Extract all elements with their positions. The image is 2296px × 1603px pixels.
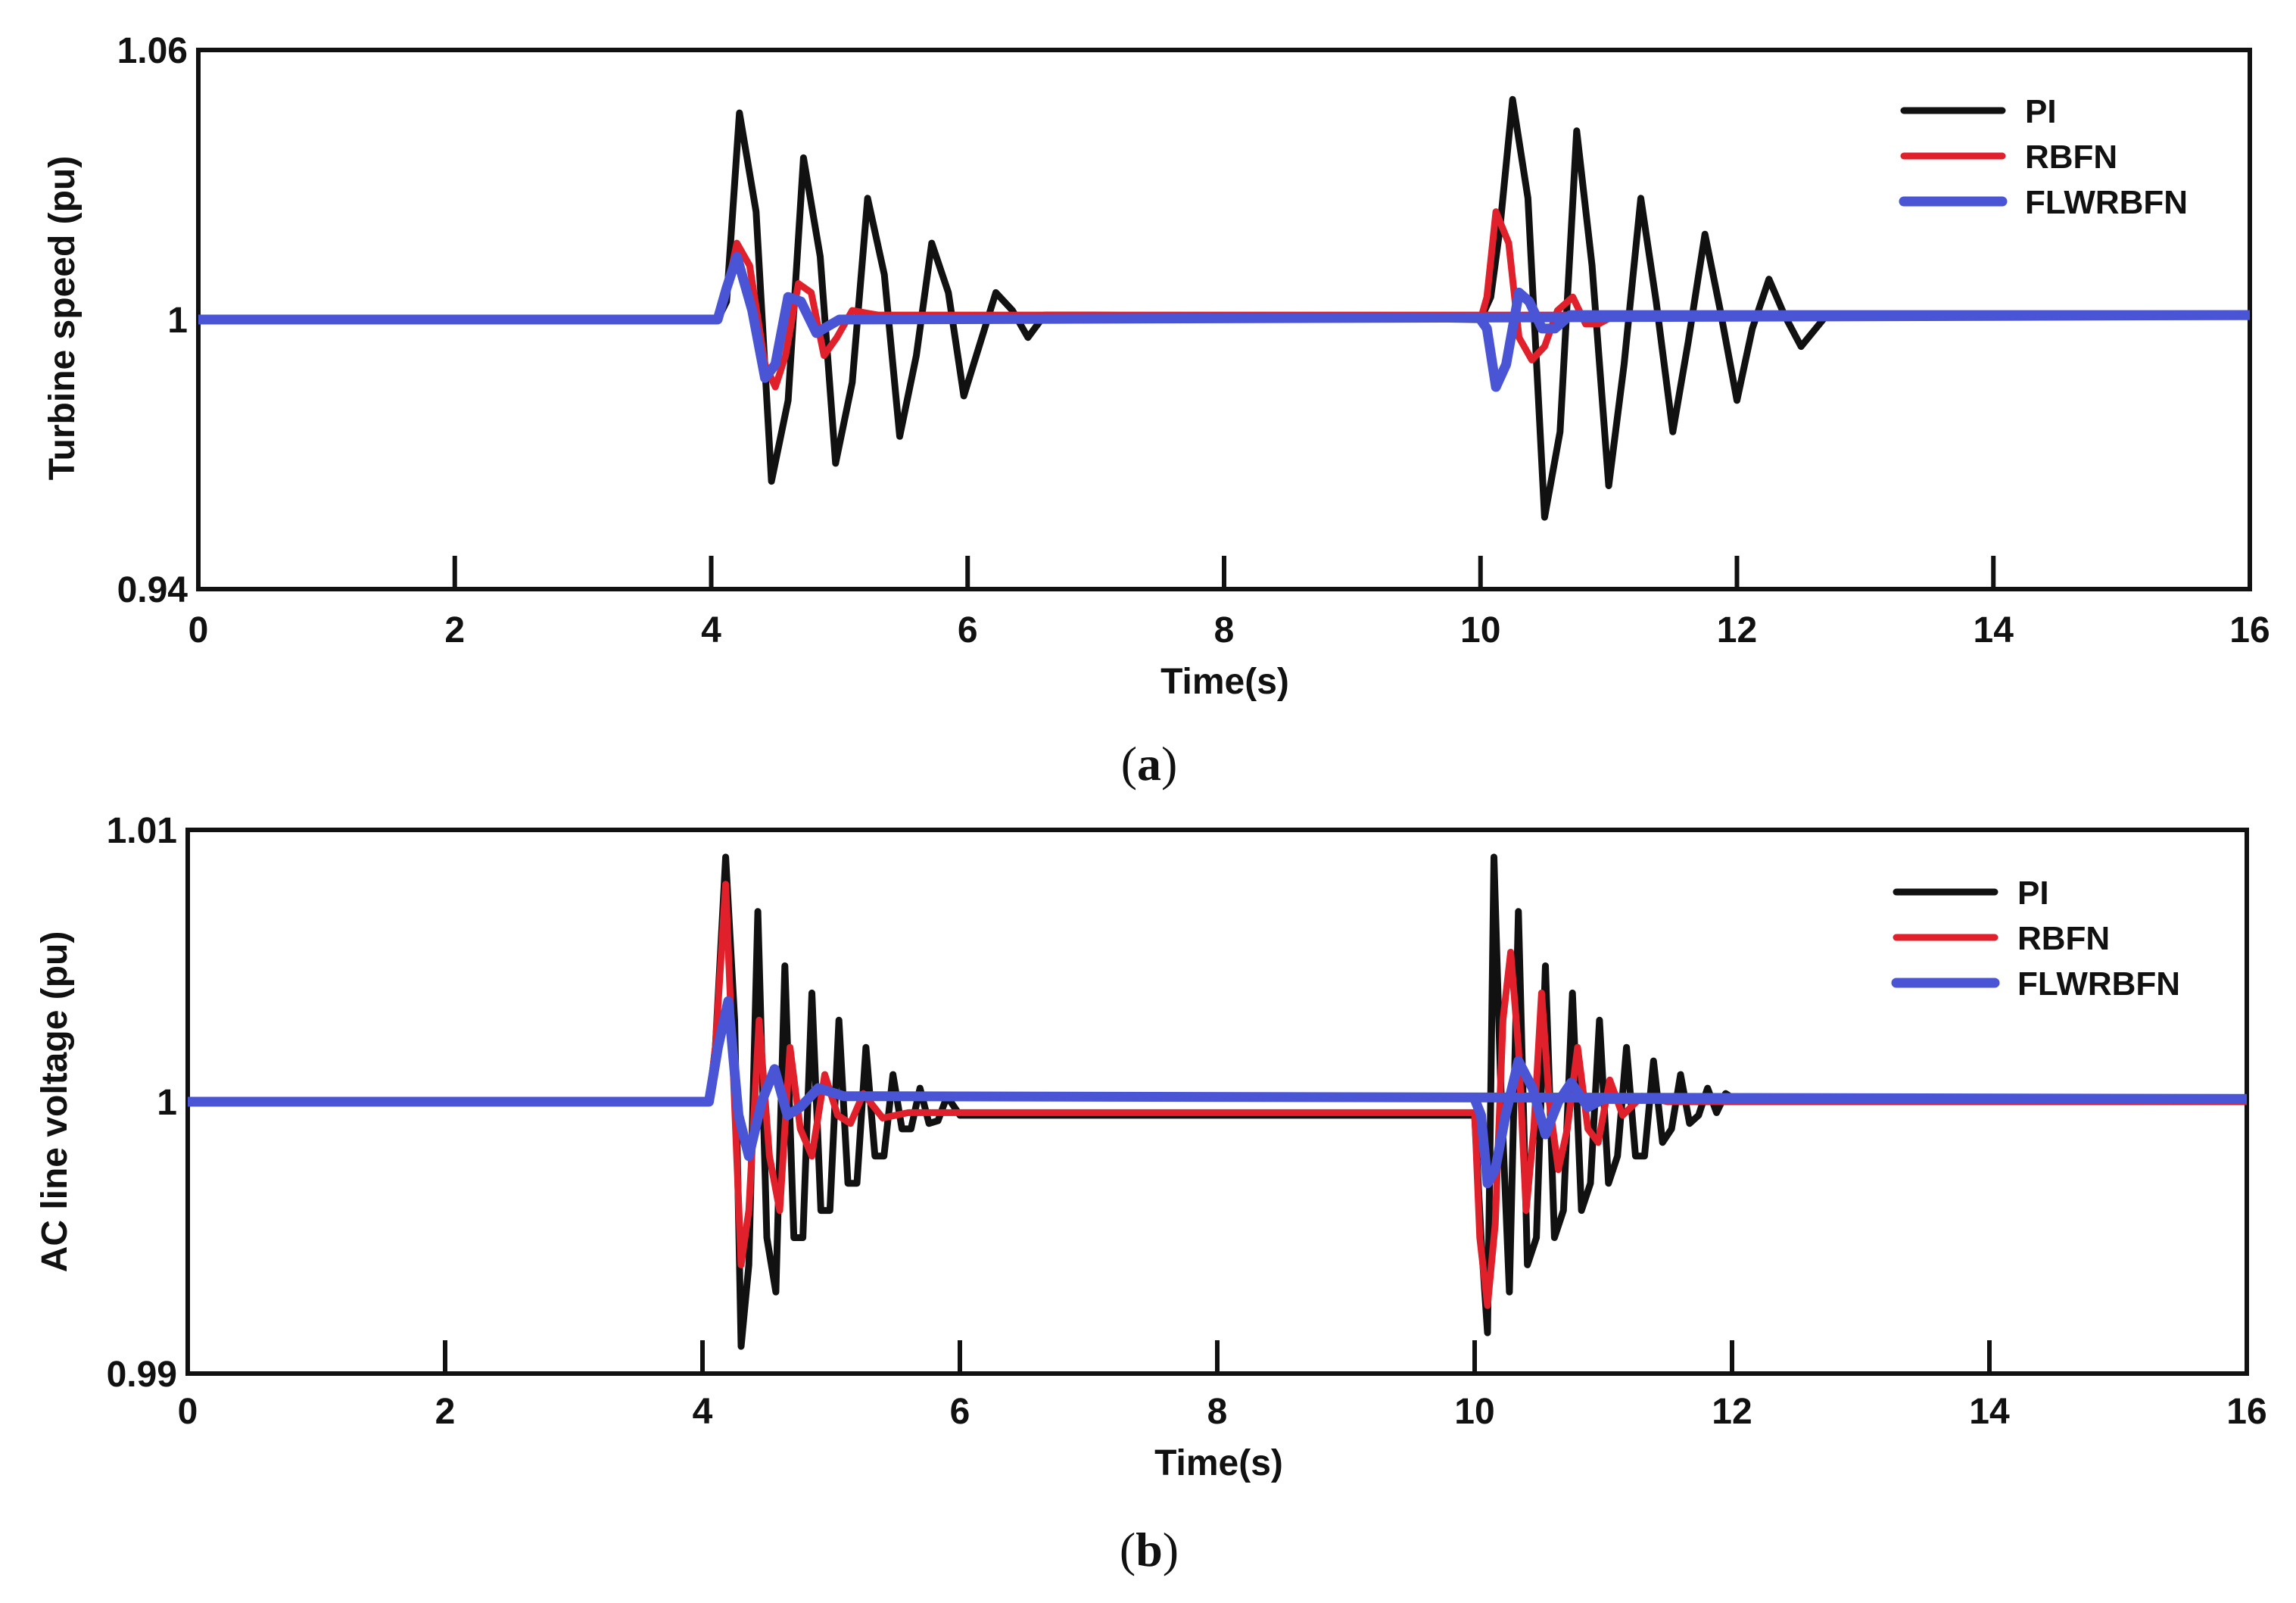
y-tick-label: 1 (157, 1083, 177, 1123)
legend-label-pi: PI (2025, 93, 2057, 130)
legend-label-rbfn: RBFN (2025, 139, 2117, 176)
x-tick-label: 4 (693, 1392, 713, 1432)
y-tick-label: 1.01 (107, 811, 177, 851)
legend: PI RBFN FLWRBFN (1891, 875, 2180, 1003)
x-axis-title: Time(s) (1160, 662, 1289, 702)
panel-label: (a) (1121, 737, 1178, 791)
panel-label: (b) (1120, 1523, 1179, 1576)
x-axis-title: Time(s) (1154, 1443, 1283, 1483)
x-tick-label: 0 (178, 1392, 198, 1432)
x-ticks: 0 2 4 6 8 10 12 14 16 0.94 1 1.06 (117, 31, 2270, 650)
series-line-flwrbfn (1469, 1056, 2247, 1189)
x-tick-label: 4 (701, 610, 721, 650)
chart-turbine-speed: 0 2 4 6 8 10 12 14 16 0.94 1 1.06 PI RBFN FLWRBFN Tur… (42, 31, 2270, 791)
series-line-pi (198, 95, 2250, 521)
x-tick-label: 2 (435, 1392, 456, 1432)
y-tick-label: 1 (167, 301, 188, 341)
x-tick-label: 16 (2229, 610, 2270, 650)
y-tick-label: 0.99 (107, 1355, 177, 1395)
y-tick-label: 1.06 (117, 31, 188, 71)
y-axis-title: AC line voltage (pu) (35, 931, 75, 1273)
x-tick-label: 12 (1717, 610, 1757, 650)
x-tick-label: 14 (1974, 610, 2014, 650)
series-line-flwrbfn (198, 251, 2250, 383)
x-tick-label: 0 (188, 610, 209, 650)
y-axis-title: Turbine speed (pu) (42, 156, 83, 480)
series-group (188, 853, 2247, 1350)
x-tick-label: 2 (444, 610, 465, 650)
x-tick-label: 14 (1969, 1392, 2010, 1432)
x-tick-label: 10 (1460, 610, 1500, 650)
legend-label-rbfn: RBFN (2017, 920, 2110, 957)
x-tick-label: 12 (1712, 1392, 1752, 1432)
x-tick-label: 8 (1214, 610, 1235, 650)
x-tick-label: 6 (958, 610, 978, 650)
series-line-flwrbfn (1475, 287, 2250, 392)
x-tick-label: 10 (1454, 1392, 1494, 1432)
chart-ac-line-voltage: 0 2 4 6 8 10 12 14 16 0.99 1 1.01 PI RBFN FLWRBFN AC … (35, 811, 2267, 1576)
x-ticks: 0 2 4 6 8 10 12 14 16 0.99 1 1.01 (107, 811, 2267, 1432)
legend-label-flwrbfn: FLWRBFN (2017, 965, 2180, 1003)
series-line-flwrbfn (188, 996, 2247, 1162)
x-tick-label: 6 (950, 1392, 970, 1432)
legend: PI RBFN FLWRBFN (1899, 93, 2188, 221)
y-tick-label: 0.94 (117, 570, 188, 610)
legend-label-pi: PI (2017, 875, 2049, 912)
legend-label-flwrbfn: FLWRBFN (2025, 184, 2188, 221)
series-group (198, 95, 2250, 521)
x-tick-label: 16 (2226, 1392, 2266, 1432)
series-line-rbfn (188, 881, 2247, 1309)
x-tick-label: 8 (1207, 1392, 1228, 1432)
